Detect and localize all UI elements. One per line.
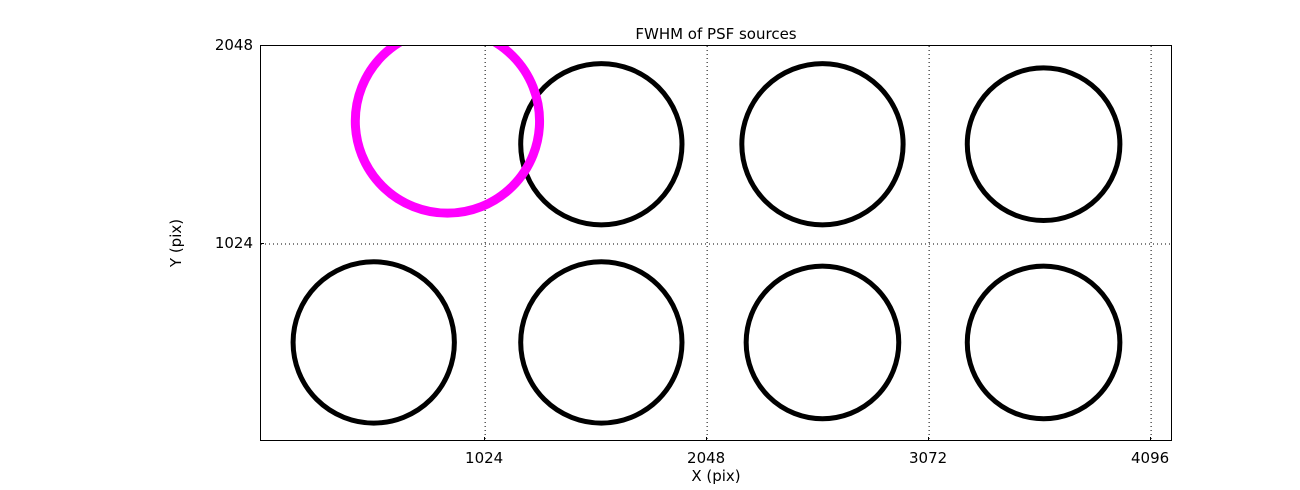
x-tick-label-4096: 4096 — [1131, 449, 1170, 467]
marker-psf-sources-1 — [739, 61, 906, 228]
x-tick-mark-4096 — [1150, 437, 1152, 441]
marker-psf-sources-2 — [964, 65, 1123, 224]
marker-psf-sources-5 — [743, 263, 902, 422]
chart-title: FWHM of PSF sources — [635, 25, 797, 43]
grid-layer — [261, 46, 1171, 440]
marker-psf-sources-0 — [518, 61, 685, 228]
scatter-markers — [290, 46, 1123, 426]
x-tick-label-2048: 2048 — [687, 449, 726, 467]
marker-psf-sources-3 — [290, 259, 457, 426]
y-tick-mark-1024 — [260, 243, 264, 244]
marker-psf-sources-6 — [964, 263, 1123, 422]
x-tick-mark-1024 — [484, 437, 486, 441]
data-markers-layer — [261, 46, 1171, 440]
marker-flagged-source-0 — [350, 46, 545, 218]
x-tick-label-1024: 1024 — [465, 449, 504, 467]
x-axis-label: X (pix) — [691, 467, 741, 485]
x-tick-mark-2048 — [706, 437, 708, 441]
y-axis-label: Y (pix) — [167, 218, 185, 268]
y-tick-label-1024: 1024 — [214, 234, 253, 252]
marker-psf-sources-4 — [518, 259, 685, 426]
x-tick-mark-3072 — [928, 437, 930, 441]
x-tick-label-3072: 3072 — [909, 449, 948, 467]
y-tick-label-2048: 2048 — [214, 36, 253, 54]
plot-axes-area — [260, 45, 1172, 441]
y-tick-mark-2048 — [260, 45, 264, 46]
